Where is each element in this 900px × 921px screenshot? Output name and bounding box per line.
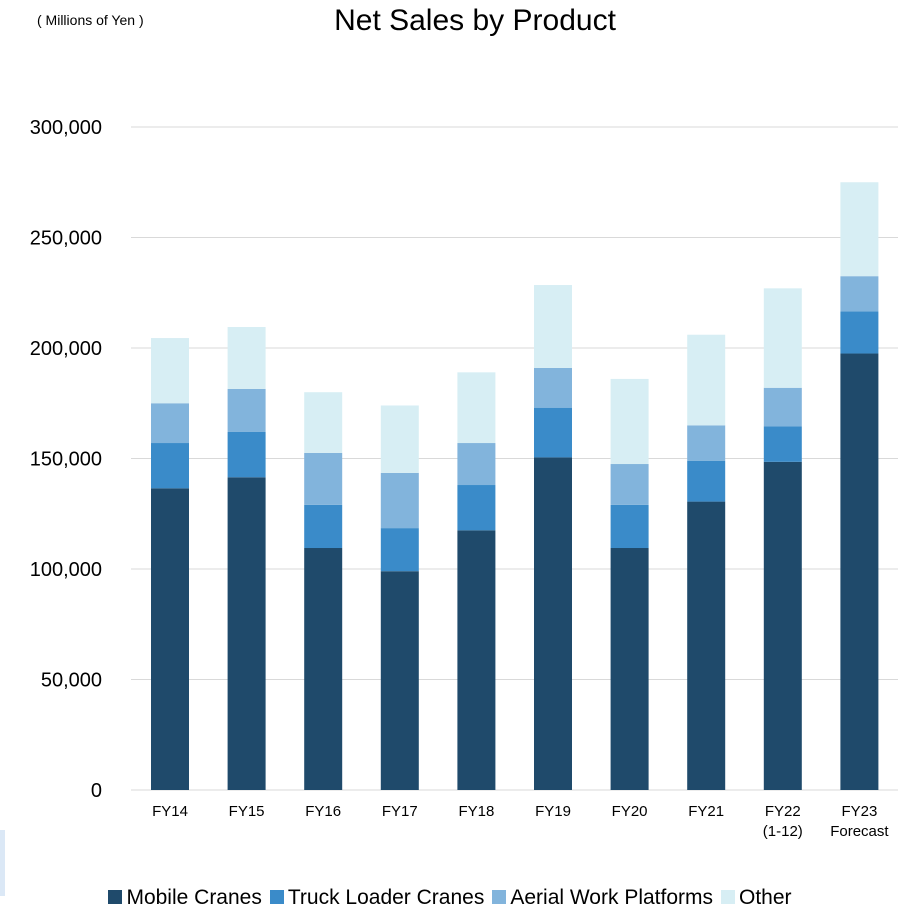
bar-segment-other <box>227 327 266 389</box>
bar-segment-aerial-work-platforms <box>227 388 266 432</box>
bar-segment-truck-loader-cranes <box>763 426 802 462</box>
legend-item: Aerial Work Platforms <box>492 886 713 910</box>
bar-segment-mobile-cranes <box>227 477 266 790</box>
x-tick-label: FY19 <box>535 803 571 820</box>
bar-segment-other <box>151 338 189 404</box>
bar-segment-mobile-cranes <box>840 353 879 790</box>
bar-segment-mobile-cranes <box>763 461 802 790</box>
legend-item: Other <box>721 886 792 910</box>
y-tick-label: 150,000 <box>30 449 102 471</box>
x-tick-label: FY15 <box>229 803 265 820</box>
bar-segment-other <box>457 372 496 444</box>
bar-segment-aerial-work-platforms <box>763 387 802 427</box>
x-tick-label: FY21 <box>688 803 724 820</box>
bar-segment-truck-loader-cranes <box>227 431 266 478</box>
x-tick-label: FY22 <box>765 803 801 820</box>
bar-segment-other <box>840 182 879 277</box>
legend-label: Aerial Work Platforms <box>510 886 714 909</box>
bar-segment-truck-loader-cranes <box>840 311 879 354</box>
x-tick-label: FY18 <box>458 803 494 820</box>
bar-segment-mobile-cranes <box>304 548 343 790</box>
bar-segment-truck-loader-cranes <box>610 504 649 549</box>
bar-segment-mobile-cranes <box>687 501 726 790</box>
x-tick-label: FY14 <box>152 803 188 820</box>
bar-segment-mobile-cranes <box>610 548 649 790</box>
legend-swatch <box>492 890 507 904</box>
bar-segment-aerial-work-platforms <box>687 425 726 461</box>
y-tick-label: 200,000 <box>30 338 102 360</box>
legend-swatch <box>721 890 736 904</box>
legend-label: Mobile Cranes <box>126 886 262 909</box>
legend-item: Mobile Cranes <box>108 886 262 910</box>
bar-segment-mobile-cranes <box>380 571 419 790</box>
bar-segment-mobile-cranes <box>534 457 572 790</box>
bar-segment-aerial-work-platforms <box>151 403 189 444</box>
bar-segment-other <box>534 285 572 368</box>
bar-segment-other <box>304 392 343 453</box>
legend-item: Truck Loader Cranes <box>269 886 485 910</box>
bar-segment-other <box>763 288 802 388</box>
x-tick-label: FY17 <box>382 803 418 820</box>
bar-segment-mobile-cranes <box>457 530 496 790</box>
bar-segment-aerial-work-platforms <box>610 464 649 505</box>
y-tick-label: 250,000 <box>30 228 102 250</box>
legend-label: Truck Loader Cranes <box>287 886 485 909</box>
chart-legend: Mobile Cranes Truck Loader Cranes Aerial W… <box>0 886 900 910</box>
x-tick-label: FY23 <box>841 803 877 820</box>
decorative-accent-bar <box>0 830 5 896</box>
bar-segment-aerial-work-platforms <box>304 452 343 505</box>
bar-segment-truck-loader-cranes <box>380 528 419 572</box>
legend-swatch <box>269 890 284 904</box>
x-tick-label: FY16 <box>305 803 341 820</box>
x-tick-label: FY20 <box>612 803 648 820</box>
bar-segment-other <box>687 334 726 426</box>
y-tick-label: 50,000 <box>41 670 102 692</box>
x-tick-label: Forecast <box>830 823 889 840</box>
bar-segment-aerial-work-platforms <box>534 367 572 408</box>
bar-segment-aerial-work-platforms <box>457 443 496 486</box>
y-tick-label: 300,000 <box>30 117 102 139</box>
y-axis-unit-label: ( Millions of Yen ) <box>37 12 144 28</box>
bar-segment-other <box>610 378 649 465</box>
y-tick-label: 100,000 <box>30 559 102 581</box>
bar-segment-truck-loader-cranes <box>457 485 496 531</box>
bar-segment-truck-loader-cranes <box>151 443 189 489</box>
bar-segment-aerial-work-platforms <box>840 276 879 312</box>
bar-segment-truck-loader-cranes <box>534 407 572 458</box>
bar-segment-truck-loader-cranes <box>304 504 343 549</box>
bar-segment-mobile-cranes <box>151 488 189 790</box>
chart-title: Net Sales by Product <box>334 4 616 37</box>
bar-segment-aerial-work-platforms <box>380 472 419 529</box>
legend-label: Other <box>739 886 792 909</box>
legend-swatch <box>108 890 123 904</box>
x-tick-label: (1-12) <box>763 823 803 840</box>
bar-segment-truck-loader-cranes <box>687 460 726 502</box>
y-tick-label: 0 <box>91 780 102 802</box>
bar-segment-other <box>380 405 419 473</box>
